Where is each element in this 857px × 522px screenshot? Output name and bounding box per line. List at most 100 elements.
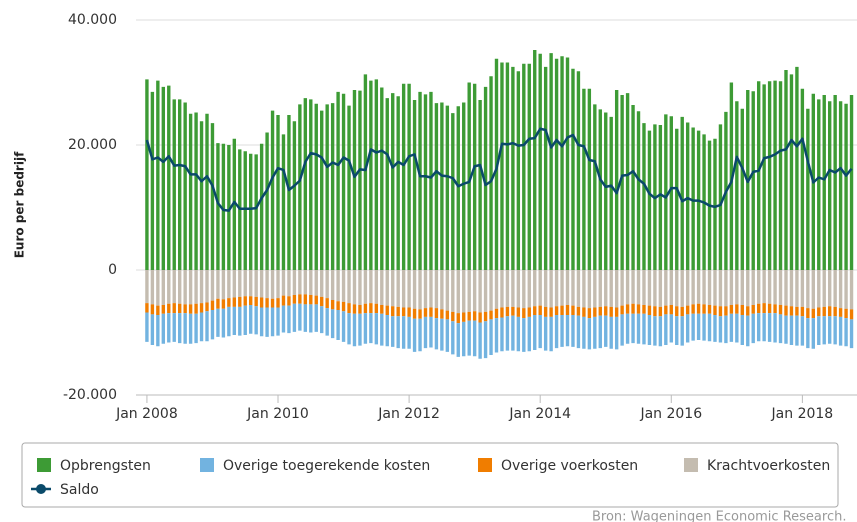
bar-segment xyxy=(571,68,575,270)
bar-segment xyxy=(658,306,663,317)
bar-segment xyxy=(287,270,291,297)
x-tick-label: Jan 2018 xyxy=(771,406,834,422)
bar-segment xyxy=(407,307,411,317)
bar-segment xyxy=(756,313,761,342)
bar-segment xyxy=(614,270,619,308)
bar-segment xyxy=(653,316,657,346)
bar-segment xyxy=(533,50,537,270)
bar-segment xyxy=(658,270,663,307)
bar-segment xyxy=(685,314,690,343)
bar-segment xyxy=(849,95,854,270)
bar-segment xyxy=(636,111,641,270)
bar-segment xyxy=(423,316,428,349)
bars xyxy=(145,50,854,359)
bar-segment xyxy=(341,311,346,342)
bar-segment xyxy=(462,270,466,313)
bar-segment xyxy=(156,305,160,315)
bar-segment xyxy=(270,270,275,299)
bar-segment xyxy=(330,300,335,310)
bar-segment xyxy=(298,270,302,295)
bar-segment xyxy=(188,113,193,270)
bar-segment xyxy=(773,313,777,343)
bar-segment xyxy=(604,112,608,270)
bar-segment xyxy=(391,306,395,317)
bar-segment xyxy=(522,63,526,270)
bar-segment xyxy=(811,308,815,319)
y-tick-label: 0 xyxy=(108,262,117,278)
bar-segment xyxy=(571,270,575,306)
bar-segment xyxy=(467,82,471,270)
bar-segment xyxy=(735,101,739,270)
bar-segment xyxy=(238,296,242,307)
bar-segment xyxy=(833,270,837,307)
bar-segment xyxy=(194,303,198,314)
bar-segment xyxy=(440,309,444,319)
bar-segment xyxy=(811,270,815,309)
bar-segment xyxy=(625,270,630,305)
bar-segment xyxy=(336,91,340,270)
bar-segment xyxy=(396,96,400,270)
bar-segment xyxy=(636,270,641,305)
bar-segment xyxy=(303,294,308,305)
bar-segment xyxy=(483,86,488,270)
bar-segment xyxy=(724,270,728,307)
bar-segment xyxy=(183,313,187,344)
bar-segment xyxy=(445,105,450,270)
legend-swatch xyxy=(684,458,698,472)
bar-segment xyxy=(800,88,805,270)
bar-segment xyxy=(243,270,247,297)
bar-segment xyxy=(227,145,231,270)
bar-segment xyxy=(571,305,575,315)
saldo-line xyxy=(145,127,853,212)
bar-segment xyxy=(631,105,635,270)
bar-segment xyxy=(396,316,400,349)
bar-segment xyxy=(576,306,581,316)
bar-segment xyxy=(538,53,542,270)
bar-segment xyxy=(172,313,176,342)
bar-segment xyxy=(500,270,504,308)
bar-segment xyxy=(156,315,160,347)
bar-segment xyxy=(451,270,455,312)
bar-segment xyxy=(194,112,198,270)
bar-segment xyxy=(412,270,417,309)
bar-segment xyxy=(243,151,247,270)
bar-segment xyxy=(287,305,291,334)
bar-segment xyxy=(778,305,783,315)
bar-segment xyxy=(309,99,313,270)
bar-segment xyxy=(560,270,564,306)
bar-segment xyxy=(483,321,488,359)
bar-segment xyxy=(582,270,586,308)
bar-segment xyxy=(838,316,843,346)
bar-segment xyxy=(418,91,422,270)
bar-segment xyxy=(844,103,848,270)
bar-segment xyxy=(833,316,837,345)
bar-segment xyxy=(167,313,171,343)
x-tick-label: Jan 2010 xyxy=(246,406,309,422)
bar-segment xyxy=(642,123,646,270)
bar-segment xyxy=(516,270,521,308)
bar-segment xyxy=(276,270,280,299)
bar-segment xyxy=(756,303,761,314)
bar-segment xyxy=(658,316,663,347)
bar-segment xyxy=(434,308,439,319)
bar-segment xyxy=(451,113,455,270)
bar-segment xyxy=(576,315,581,349)
bar-segment xyxy=(270,110,275,270)
bar-segment xyxy=(505,62,510,270)
bar-segment xyxy=(194,270,198,304)
bar-segment xyxy=(593,307,597,317)
bar-segment xyxy=(614,316,619,350)
bar-segment xyxy=(642,305,646,314)
bar-segment xyxy=(478,100,482,270)
bar-segment xyxy=(232,138,237,270)
bar-segment xyxy=(571,315,575,347)
bar-segment xyxy=(303,270,308,295)
bar-segment xyxy=(685,122,690,270)
bar-segment xyxy=(401,270,406,308)
bar-segment xyxy=(685,270,690,306)
bar-segment xyxy=(188,304,193,314)
bar-segment xyxy=(462,102,466,270)
bar-segment xyxy=(609,306,613,317)
bar-segment xyxy=(735,313,739,343)
bar-segment xyxy=(724,306,728,316)
